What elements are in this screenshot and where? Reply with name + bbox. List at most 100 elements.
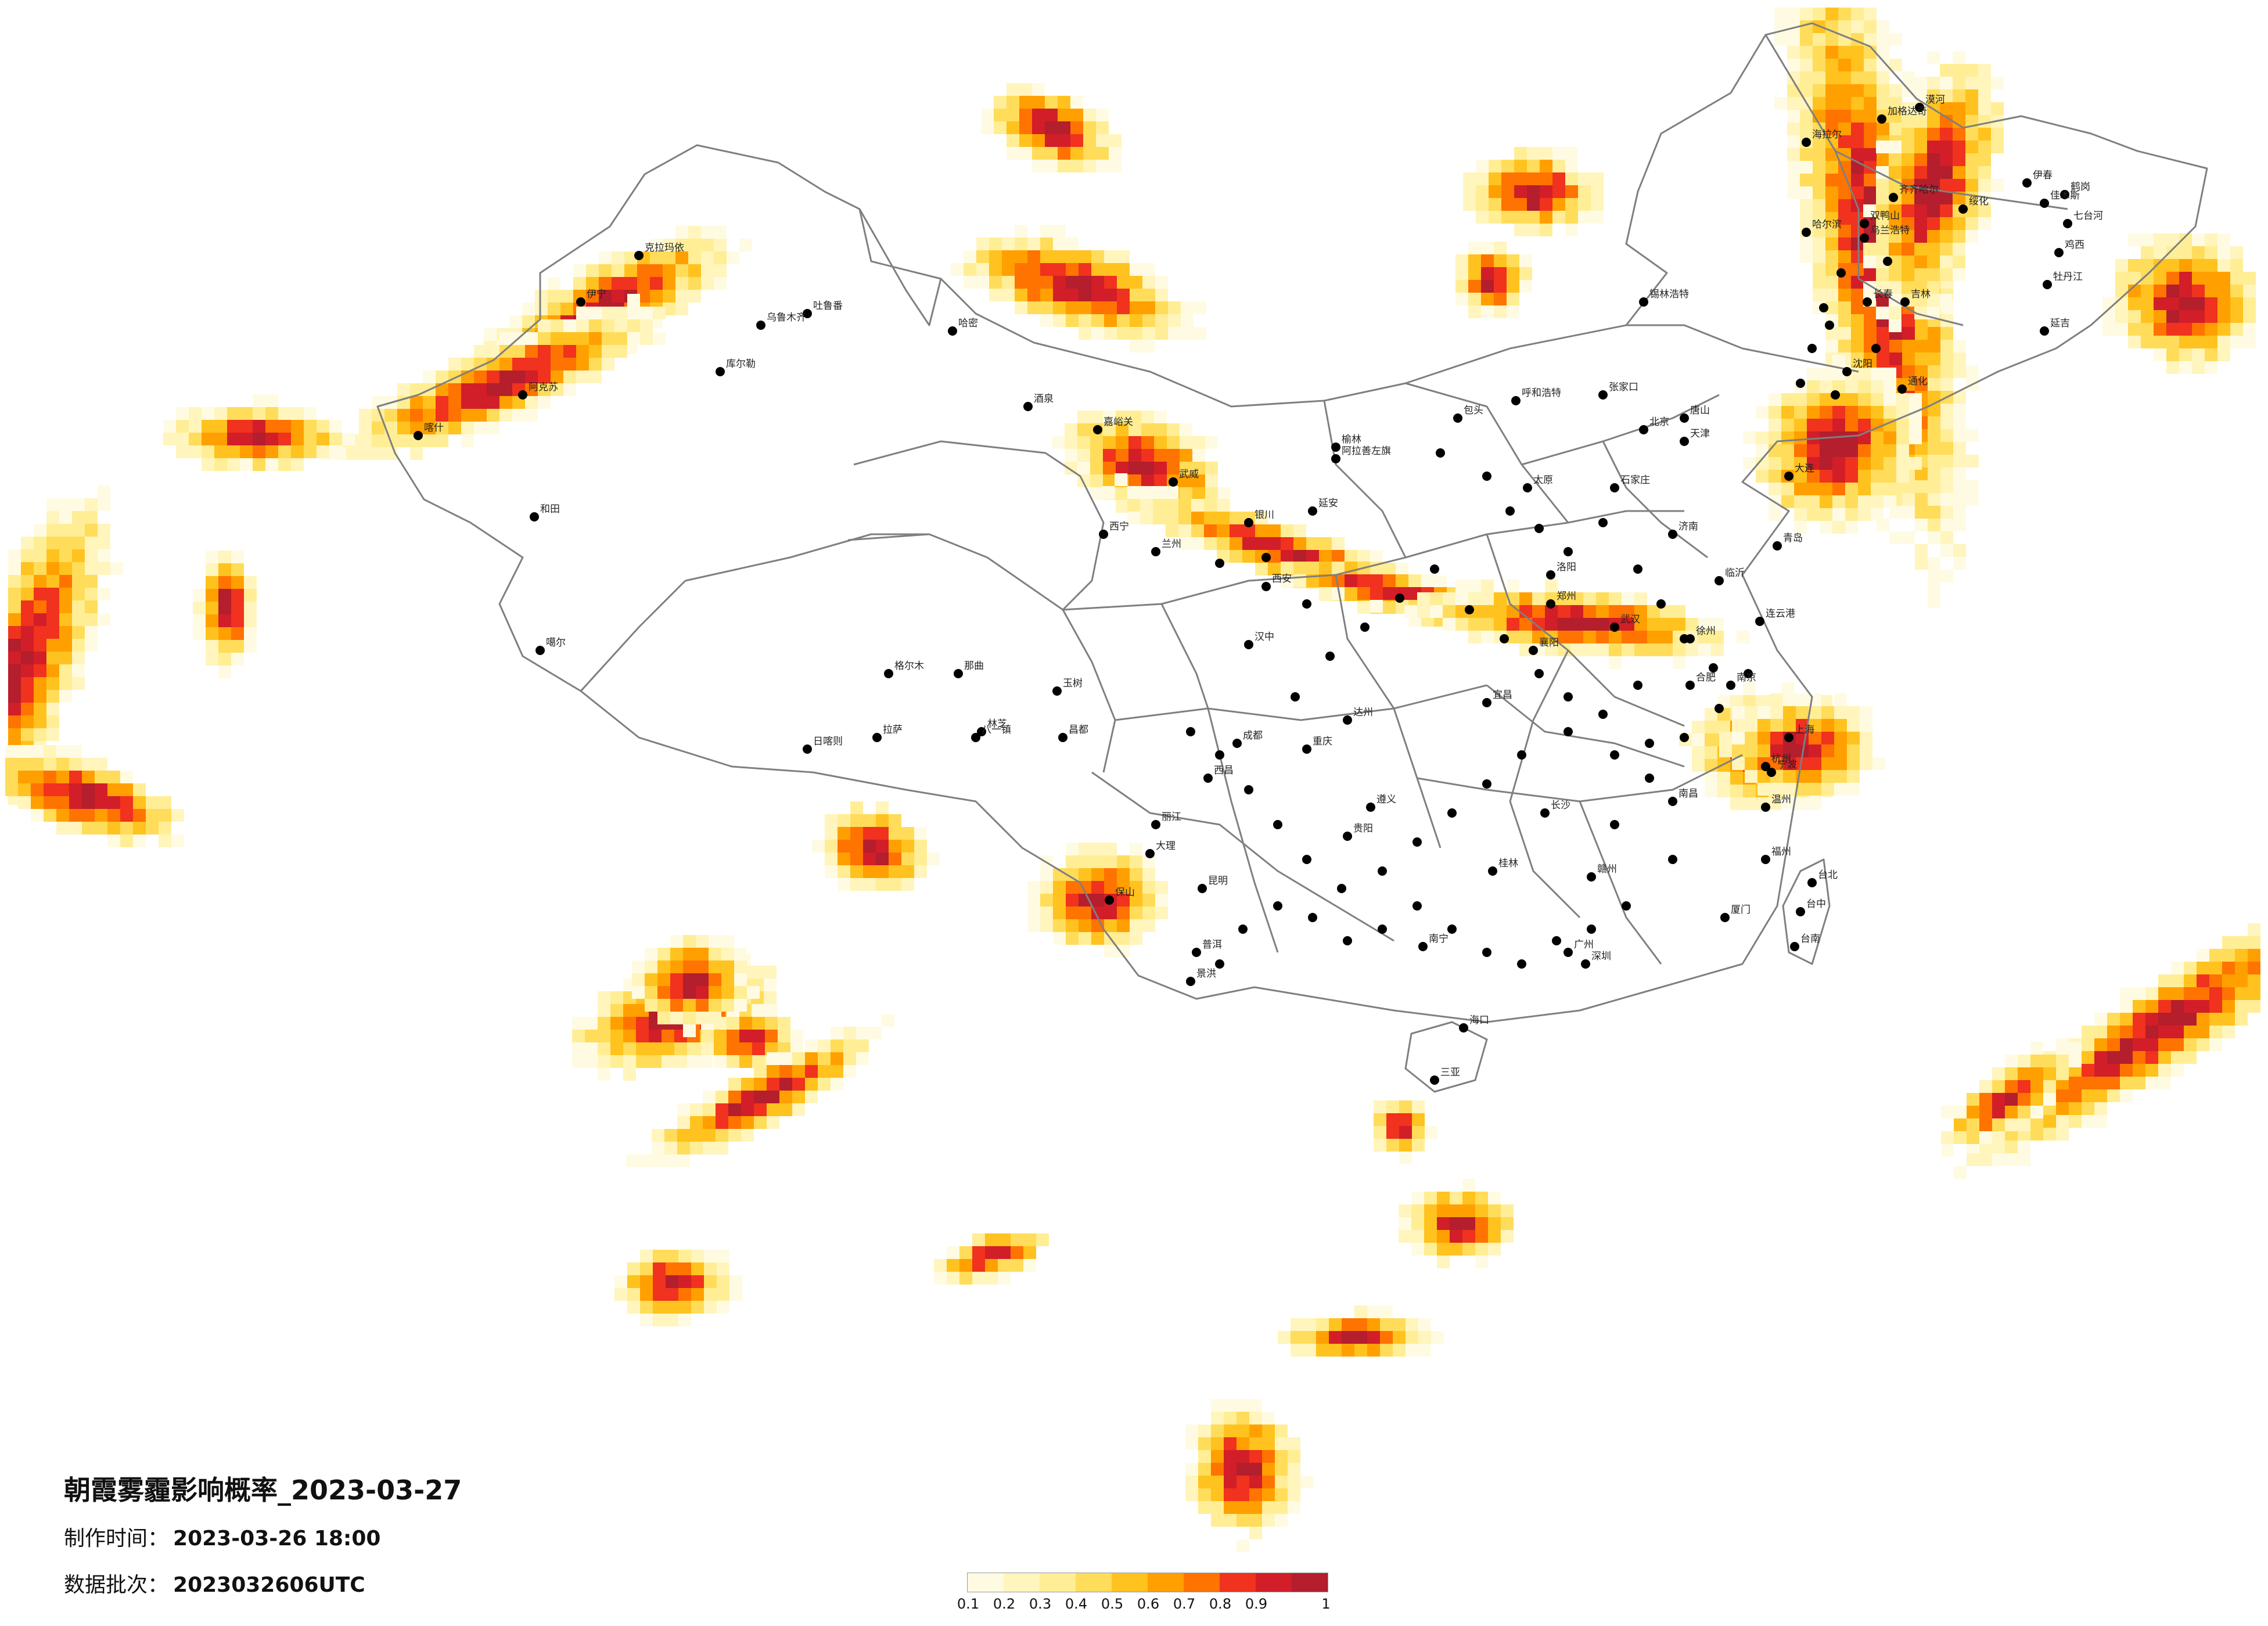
haze-cell <box>2184 1051 2197 1064</box>
haze-cell <box>44 771 56 783</box>
haze-cell <box>856 1039 869 1052</box>
haze-cell <box>372 447 384 460</box>
haze-cell <box>1058 121 1070 134</box>
haze-cell <box>1437 1192 1450 1204</box>
province-borders <box>376 22 2208 1093</box>
haze-cell <box>2217 323 2230 336</box>
haze-cell <box>1540 172 1552 185</box>
haze-cell <box>1155 894 1168 906</box>
haze-cell <box>436 370 448 383</box>
haze-cell <box>1424 1192 1437 1204</box>
haze-cell <box>1647 643 1660 656</box>
haze-cell <box>1745 757 1757 770</box>
haze-cell <box>1262 1437 1275 1450</box>
haze-cell <box>1940 204 1953 217</box>
haze-cell <box>1834 719 1847 732</box>
haze-cell <box>1660 631 1673 643</box>
haze-cell <box>1851 59 1864 71</box>
haze-cell <box>1825 110 1838 123</box>
city-label: 台中 <box>1806 898 1826 910</box>
haze-cell <box>2217 233 2230 246</box>
haze-cell <box>704 1262 717 1275</box>
haze-cell <box>1673 643 1685 656</box>
haze-cell <box>1781 682 1794 695</box>
haze-cell <box>1800 84 1813 97</box>
haze-cell <box>1902 365 1915 378</box>
haze-cell <box>1769 508 1781 521</box>
haze-cell <box>1367 1331 1380 1344</box>
haze-cell <box>850 801 863 814</box>
haze-cell <box>59 549 72 562</box>
haze-cell <box>1889 506 1902 519</box>
city-label: 深圳 <box>1591 951 1611 962</box>
haze-cell <box>1813 289 1825 301</box>
haze-cell <box>739 1042 752 1055</box>
haze-cell <box>46 703 59 715</box>
haze-cell <box>2222 949 2235 962</box>
haze-cell <box>1800 238 1813 250</box>
haze-cell <box>278 407 291 420</box>
haze-cell <box>1800 59 1813 71</box>
haze-cell <box>1342 1344 1354 1357</box>
haze-cell <box>159 834 171 847</box>
haze-cell <box>436 383 448 396</box>
city-label: 普洱 <box>1202 939 1222 951</box>
haze-cell <box>2128 272 2141 285</box>
haze-cell <box>831 1039 843 1052</box>
haze-cell <box>1851 84 1864 97</box>
haze-cell <box>1756 457 1769 470</box>
haze-cell <box>701 226 714 239</box>
haze-cell <box>1224 1463 1237 1476</box>
haze-cell <box>1821 744 1834 757</box>
haze-cell <box>1181 314 1194 327</box>
haze-cell <box>1783 796 1796 808</box>
haze-cell <box>901 878 914 891</box>
haze-cell <box>1489 211 1501 224</box>
haze-cell <box>624 277 637 290</box>
haze-cell <box>1104 301 1117 314</box>
haze-cell <box>1142 855 1155 868</box>
haze-cell <box>1104 906 1117 919</box>
haze-cell <box>1940 570 1953 582</box>
haze-cell <box>2107 1038 2120 1051</box>
haze-cell <box>2205 246 2217 259</box>
city-dot <box>954 669 963 678</box>
haze-cell <box>1019 83 1032 96</box>
haze-cell <box>752 1042 765 1055</box>
haze-cell <box>1540 147 1552 160</box>
haze-cell <box>2141 233 2154 246</box>
haze-cell <box>1596 631 1609 643</box>
haze-cell <box>663 264 675 277</box>
haze-cell <box>610 991 623 1004</box>
haze-cell <box>1066 906 1079 919</box>
haze-cell <box>2217 348 2230 361</box>
haze-cell <box>1838 301 1851 314</box>
haze-cell <box>2094 1102 2107 1115</box>
haze-cell <box>1953 243 1965 256</box>
haze-cell <box>2145 1000 2158 1013</box>
city-label: 襄阳 <box>1539 636 1559 649</box>
haze-cell <box>1412 1126 1425 1139</box>
haze-cell <box>2094 1013 2107 1026</box>
haze-cell <box>2082 1038 2094 1051</box>
haze-cell <box>728 1129 741 1142</box>
haze-cell <box>1066 263 1079 276</box>
haze-cell <box>1787 161 1800 174</box>
haze-cell <box>2171 987 2184 1000</box>
haze-cell <box>1902 102 1914 115</box>
haze-cell <box>1871 444 1884 457</box>
haze-cell <box>1889 243 1902 256</box>
city-dot <box>1842 367 1852 376</box>
haze-cell <box>82 796 95 809</box>
haze-cell <box>1825 212 1838 225</box>
city-label: 牡丹江 <box>2053 271 2083 283</box>
haze-cell <box>1889 204 1902 217</box>
haze-cell <box>1928 519 1940 531</box>
haze-cell <box>2005 1118 2018 1131</box>
haze-cell <box>1468 618 1481 631</box>
haze-cell <box>998 1246 1011 1259</box>
haze-cell <box>1316 1331 1329 1344</box>
haze-cell <box>1965 166 1978 179</box>
haze-cell <box>563 319 576 332</box>
haze-cell <box>1915 480 1928 493</box>
